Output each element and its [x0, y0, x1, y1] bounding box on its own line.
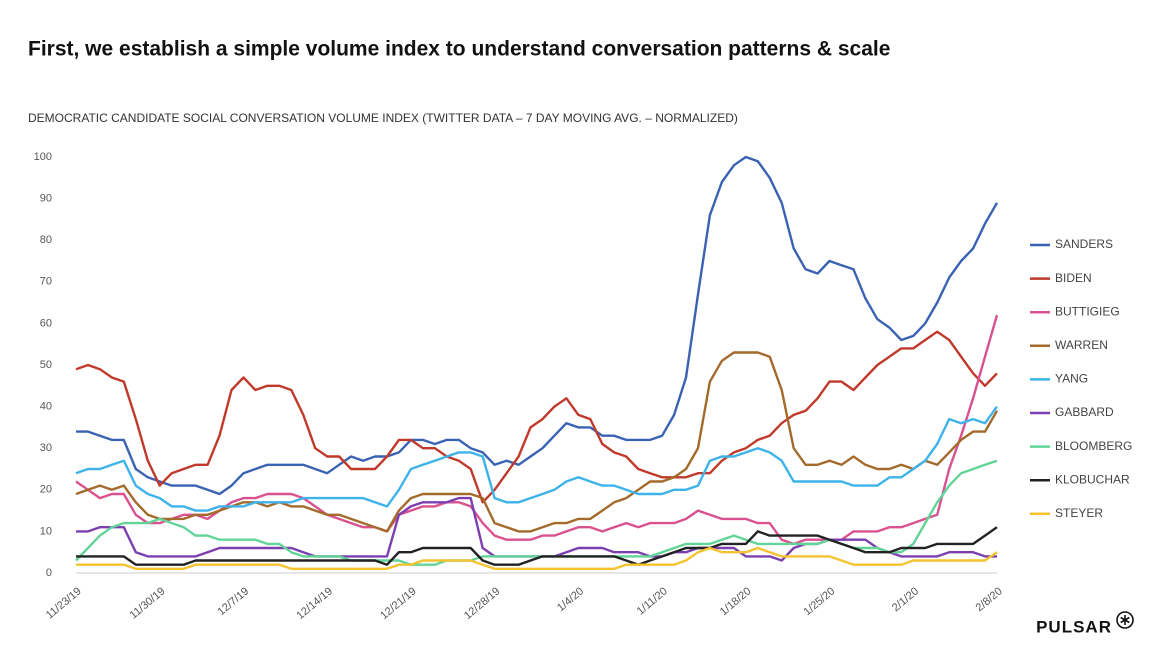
- y-tick-label: 10: [40, 525, 52, 537]
- y-tick-label: 80: [40, 234, 52, 246]
- y-tick-label: 30: [40, 442, 52, 454]
- legend-item: BUTTIGIEG: [1030, 304, 1120, 318]
- legend-label: KLOBUCHAR: [1055, 472, 1130, 486]
- legend-item: KLOBUCHAR: [1030, 472, 1130, 486]
- y-tick-label: 50: [40, 359, 52, 371]
- series-line: [76, 546, 998, 570]
- x-tick-label: 11/23/19: [44, 585, 84, 621]
- series-line: [75, 405, 998, 512]
- legend-label: WARREN: [1055, 338, 1108, 352]
- x-tick-label: 1/4/20: [555, 585, 586, 614]
- x-tick-label: 12/7/19: [215, 585, 251, 618]
- y-tick-label: 20: [40, 484, 52, 496]
- legend-label: BIDEN: [1055, 271, 1092, 285]
- x-tick-label: 12/21/19: [378, 585, 419, 622]
- legend-item: YANG: [1030, 372, 1088, 386]
- x-tick-label: 12/14/19: [294, 585, 335, 622]
- x-tick-label: 1/25/20: [802, 585, 838, 618]
- chart-subtitle: DEMOCRATIC CANDIDATE SOCIAL CONVERSATION…: [28, 111, 738, 125]
- legend-label: GABBARD: [1055, 405, 1114, 419]
- x-tick-label: 12/28/19: [462, 585, 503, 622]
- series-line: [76, 526, 998, 566]
- logo-icon: [1116, 611, 1134, 629]
- chart-title: First, we establish a simple volume inde…: [28, 38, 890, 61]
- series-line: [75, 351, 999, 533]
- legend-item: BIDEN: [1030, 271, 1092, 285]
- y-tick-label: 60: [40, 317, 52, 329]
- series-line: [75, 314, 999, 546]
- x-tick-label: 1/11/20: [635, 585, 670, 617]
- legend-item: SANDERS: [1030, 237, 1113, 251]
- legend-label: SANDERS: [1055, 237, 1113, 251]
- legend-label: STEYER: [1055, 506, 1103, 520]
- y-tick-label: 100: [34, 151, 52, 163]
- x-tick-label: 11/30/19: [128, 585, 168, 621]
- brand-logo: PULSAR: [1036, 617, 1112, 636]
- legend-item: BLOOMBERG: [1030, 439, 1132, 453]
- y-tick-label: 40: [40, 401, 52, 413]
- y-tick-label: 70: [40, 276, 52, 288]
- x-tick-label: 1/18/20: [718, 585, 754, 618]
- legend-label: BLOOMBERG: [1055, 439, 1132, 453]
- series-line: [76, 155, 999, 496]
- legend-item: WARREN: [1030, 338, 1108, 352]
- x-tick-label: 2/1/20: [890, 585, 921, 614]
- legend-label: YANG: [1055, 372, 1088, 386]
- legend-label: BUTTIGIEG: [1055, 304, 1120, 318]
- legend-item: GABBARD: [1030, 405, 1114, 419]
- legend-item: STEYER: [1030, 506, 1103, 520]
- y-tick-label: 90: [40, 193, 52, 205]
- y-tick-label: 0: [46, 567, 52, 579]
- x-tick-label: 2/8/20: [974, 585, 1005, 614]
- series-line: [75, 330, 998, 504]
